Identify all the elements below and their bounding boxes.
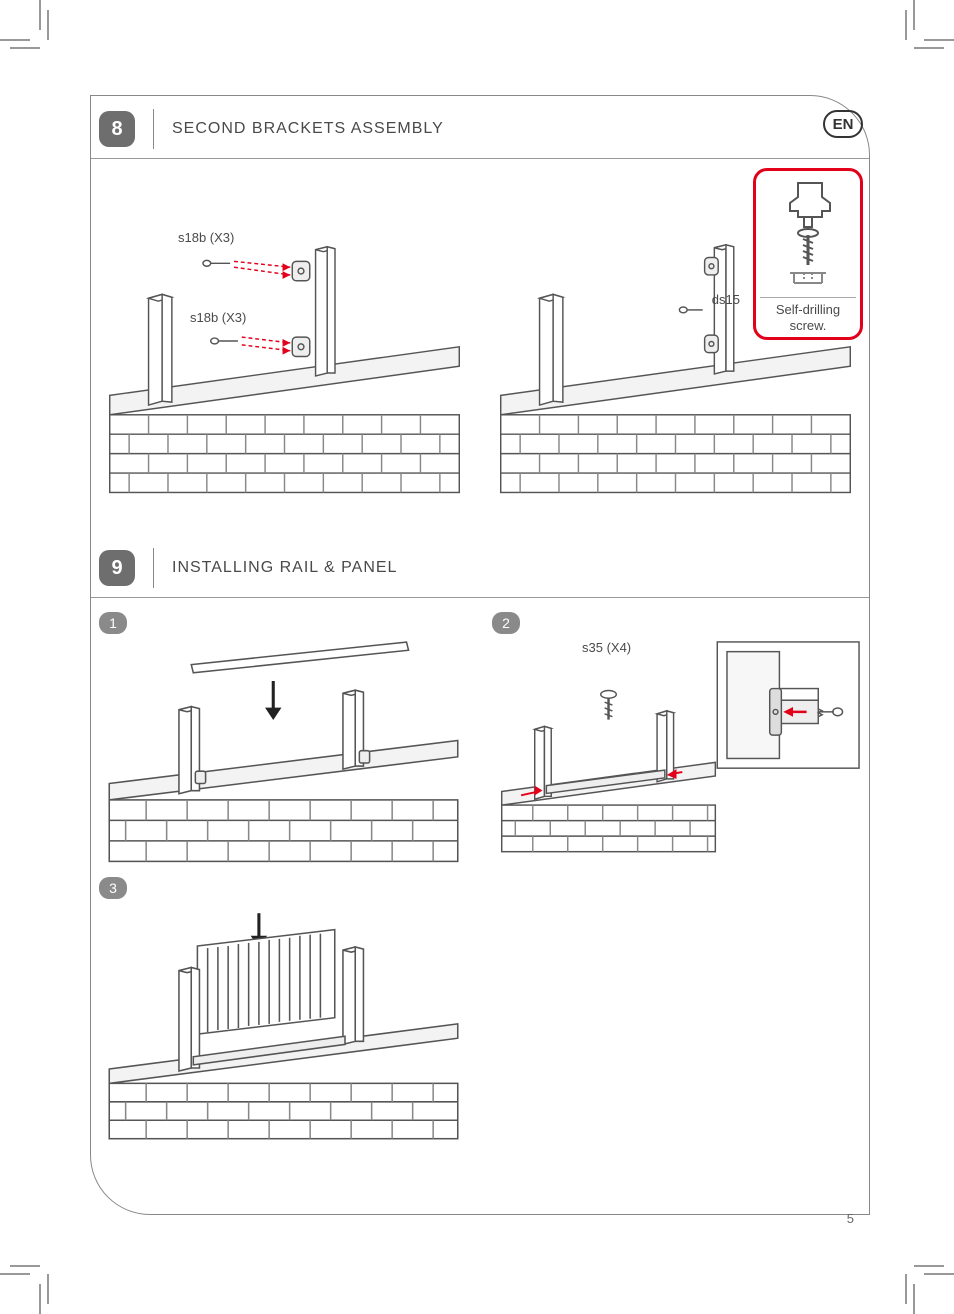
label-ds15: ds15: [712, 292, 740, 307]
crop-mark-tr: [894, 0, 954, 60]
substep-3-badge: 3: [99, 877, 127, 899]
divider: [153, 109, 154, 149]
page-frame: 8 SECOND BRACKETS ASSEMBLY EN: [90, 95, 870, 1215]
substep-2-svg: [492, 640, 861, 854]
diagram-8-left: s18b (X3) s18b (X3): [99, 239, 470, 503]
page-number: 5: [847, 1211, 854, 1226]
step-8-title: SECOND BRACKETS ASSEMBLY: [172, 120, 444, 138]
divider: [153, 548, 154, 588]
step-9-badge: 9: [99, 550, 135, 586]
section-9-header: 9 INSTALLING RAIL & PANEL: [91, 543, 869, 593]
substep-1: 1: [99, 612, 468, 871]
step-8-badge: 8: [99, 111, 135, 147]
wall-right-svg: [491, 240, 860, 502]
section-8-header: 8 SECOND BRACKETS ASSEMBLY EN: [91, 104, 869, 154]
label-s18b-top: s18b (X3): [178, 230, 234, 245]
spacer: [492, 877, 861, 1146]
crop-mark-br: [894, 1254, 954, 1314]
substep-1-svg: [99, 640, 468, 866]
section-9-row-1: 1: [91, 598, 869, 871]
substep-3: 3: [99, 877, 468, 1146]
crop-mark-bl: [0, 1254, 60, 1314]
substep-2-badge: 2: [492, 612, 520, 634]
section-9-row-2: 3: [91, 871, 869, 1146]
wall-left-svg: [100, 240, 469, 502]
crop-mark-tl: [0, 0, 60, 60]
section-9: 9 INSTALLING RAIL & PANEL 1: [91, 543, 869, 1145]
diagram-8-right: ds15: [490, 239, 861, 503]
substep-3-svg: [99, 905, 468, 1141]
label-s35: s35 (X4): [582, 640, 631, 655]
step-9-title: INSTALLING RAIL & PANEL: [172, 559, 397, 577]
substep-2: 2 s35 (X4): [492, 612, 861, 871]
label-s18b-bottom: s18b (X3): [190, 310, 246, 325]
substep-1-badge: 1: [99, 612, 127, 634]
language-badge: EN: [823, 110, 863, 138]
